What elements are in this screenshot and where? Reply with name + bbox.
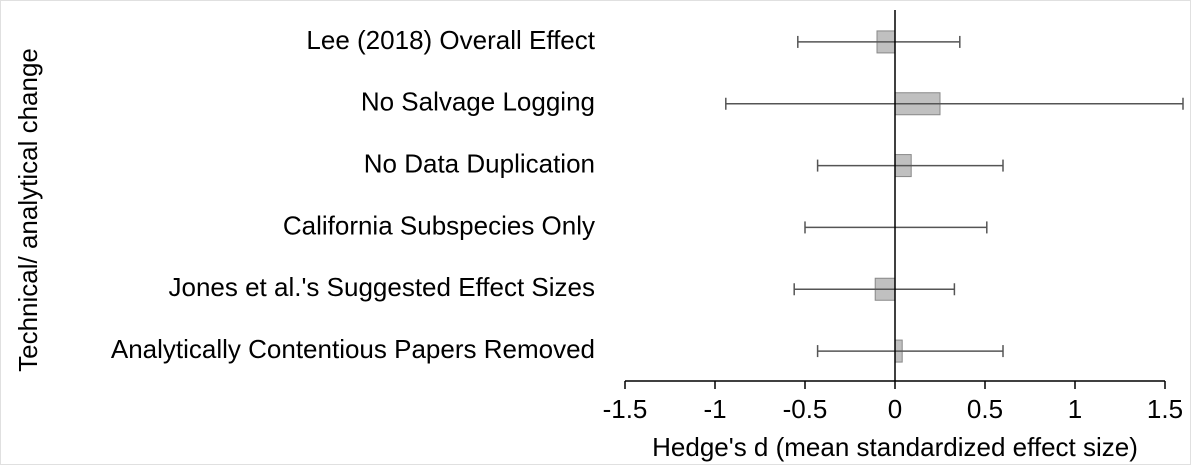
x-tick-label: 1.5 [1147,394,1183,424]
y-tick-label: Analytically Contentious Papers Removed [111,334,595,364]
y-tick-label: No Data Duplication [364,148,595,178]
x-tick-label: -1 [703,394,726,424]
x-tick-label: 0.5 [967,394,1003,424]
y-axis-label: Technical/ analytical change [13,48,43,372]
y-tick-label: Jones et al.'s Suggested Effect Sizes [168,272,595,302]
x-axis-label: Hedge's d (mean standardized effect size… [652,432,1138,462]
x-tick-label: 1 [1068,394,1082,424]
y-tick-label: California Subspecies Only [283,210,595,240]
y-tick-label: Lee (2018) Overall Effect [306,25,595,55]
x-tick-label: 0 [888,394,902,424]
x-tick-label: -0.5 [783,394,828,424]
y-tick-label: No Salvage Logging [361,87,595,117]
x-tick-label: -1.5 [603,394,648,424]
